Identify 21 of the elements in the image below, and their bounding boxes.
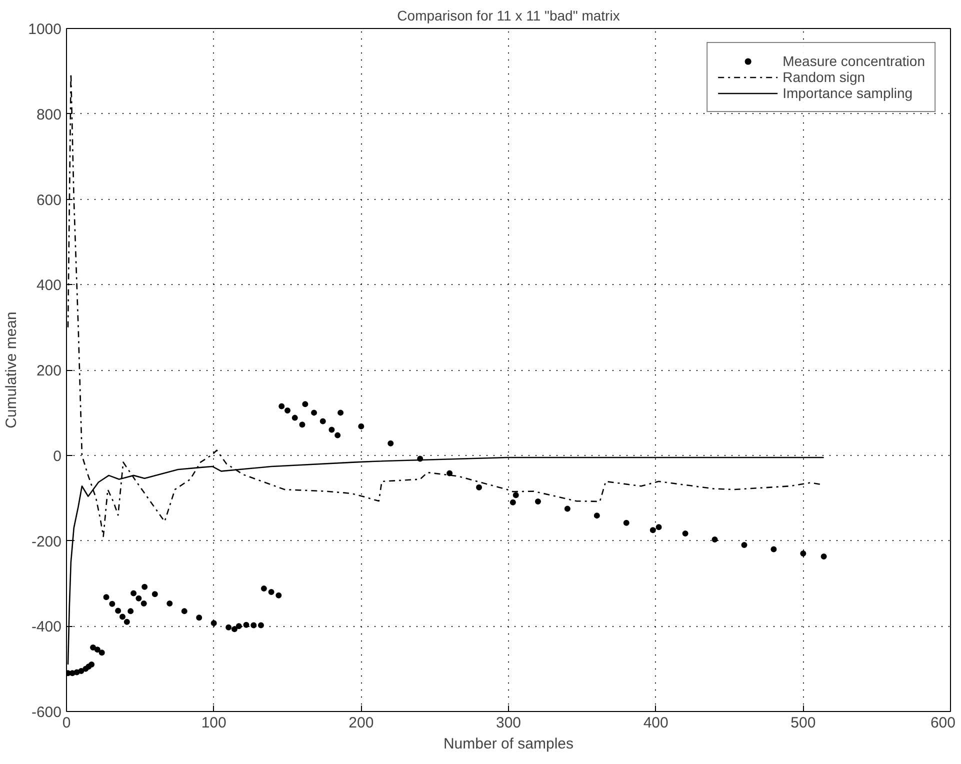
x-tick-label: 200: [348, 714, 374, 732]
legend-label: Measure concentration: [782, 53, 925, 69]
x-tick-label: 400: [643, 714, 668, 732]
x-tick-label: 300: [496, 714, 522, 732]
chart-title: Comparison for 11 x 11 "bad" matrix: [397, 8, 620, 24]
y-tick-label: -400: [31, 618, 62, 636]
y-tick-label: 1000: [28, 21, 62, 38]
y-axis-title: Cumulative mean: [3, 312, 20, 428]
x-tick-label: 100: [201, 714, 226, 732]
y-tick-label: 600: [36, 192, 62, 209]
y-tick-label: 200: [36, 362, 62, 380]
y-tick-label: 800: [36, 106, 62, 124]
y-tick-label: 400: [36, 277, 62, 294]
x-axis-title: Number of samples: [443, 736, 574, 752]
legend-label: Random sign: [782, 69, 866, 85]
x-tick-label: 500: [790, 714, 816, 732]
x-tick-label: 600: [930, 714, 956, 732]
y-tick-label: 0: [53, 448, 62, 465]
legend-label: Importance sampling: [782, 85, 913, 101]
y-tick-label: -600: [31, 704, 62, 721]
y-tick-label: -200: [31, 533, 62, 550]
